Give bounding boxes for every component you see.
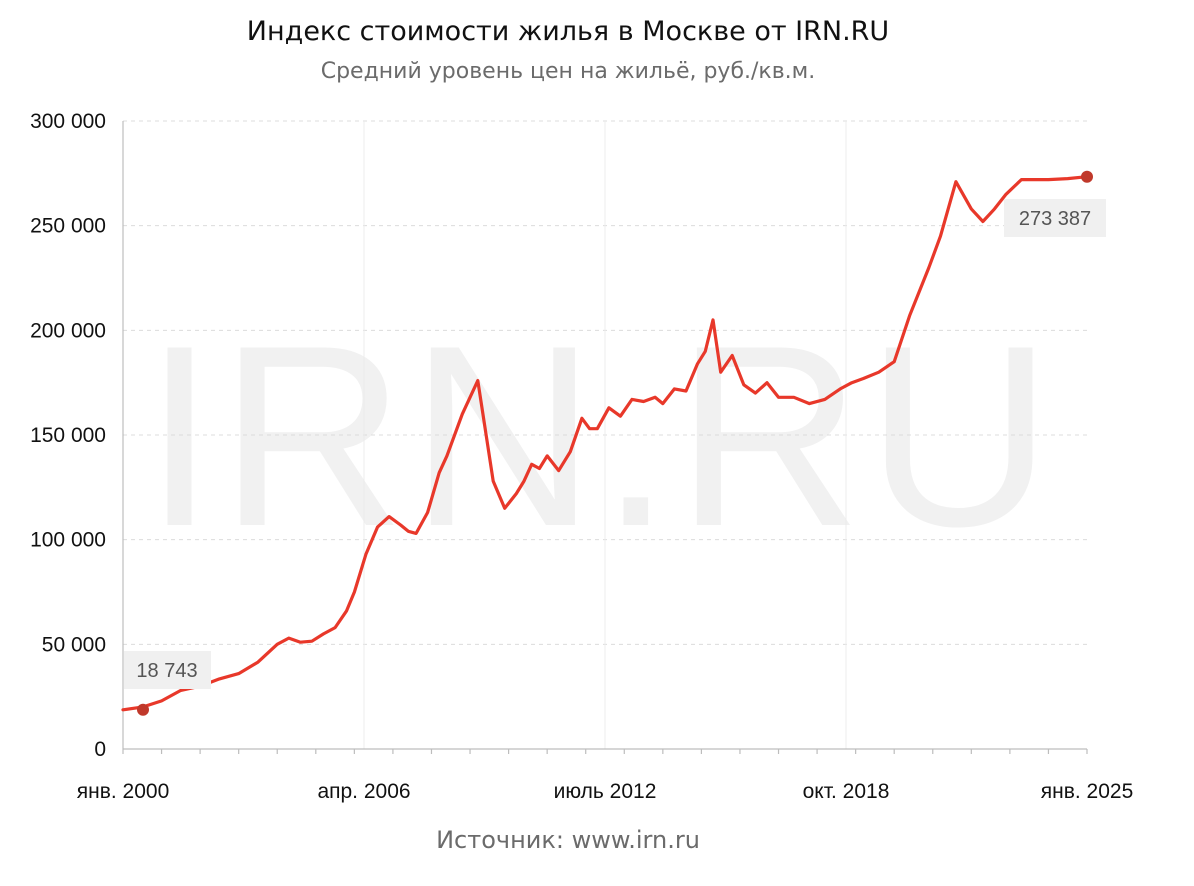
x-tick-label: янв. 2025 — [1041, 780, 1134, 803]
start-point-marker — [137, 703, 149, 716]
x-tick-label: июль 2012 — [554, 780, 657, 803]
start-value-label: 18 743 — [136, 660, 197, 682]
endpoint-markers: 18 743 273 387 — [124, 170, 1106, 716]
end-value-label: 273 387 — [1019, 208, 1091, 230]
series-line — [121, 175, 1089, 712]
x-tick-label: окт. 2018 — [803, 780, 890, 803]
y-tick-label: 150 000 — [30, 424, 106, 447]
end-point-marker — [1081, 170, 1093, 183]
x-tick-label: янв. 2000 — [77, 780, 170, 803]
y-tick-label: 200 000 — [30, 319, 106, 342]
y-tick-label: 250 000 — [30, 215, 106, 238]
y-tick-label: 50 000 — [42, 633, 106, 656]
x-tick-label: апр. 2006 — [317, 780, 410, 803]
chart-title: Индекс стоимости жилья в Москве от IRN.R… — [247, 16, 889, 47]
gridlines — [123, 120, 1087, 749]
chart-subtitle: Средний уровень цен на жильё, руб./кв.м. — [321, 59, 816, 84]
y-axis-tick-labels: 0 50 000 100 000 150 000 200 000 250 000 300 0… — [30, 110, 106, 761]
y-tick-label: 300 000 — [30, 110, 106, 133]
y-tick-label: 0 — [94, 738, 106, 761]
start-value-label-bg — [124, 651, 211, 689]
end-value-label-bg — [1004, 199, 1106, 237]
axes — [122, 121, 1088, 754]
x-axis-tick-labels: янв. 2000 апр. 2006 июль 2012 окт. 2018 янв.… — [77, 780, 1134, 803]
y-tick-label: 100 000 — [30, 529, 106, 552]
watermark: IRN.RU — [144, 291, 1057, 580]
chart-source: Источник: www.irn.ru — [436, 826, 700, 854]
